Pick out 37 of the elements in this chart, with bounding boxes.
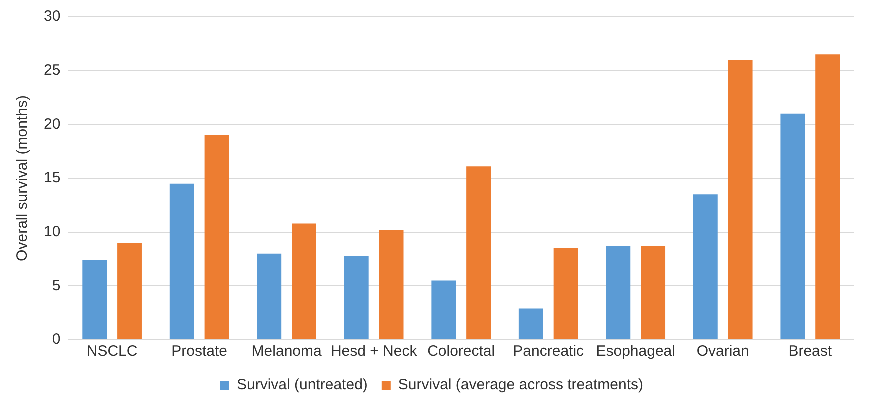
bar [780,114,806,340]
x-tick-label: NSCLC [86,343,138,360]
x-tick-label: Colorectal [428,343,496,360]
bar [816,54,840,340]
y-tick-label: 10 [44,223,61,240]
y-tick-label: 0 [52,331,61,348]
y-tick-label: 15 [44,170,61,187]
bar [606,246,631,340]
legend-label: Survival (untreated) [237,376,368,394]
bar [554,248,578,340]
bar [432,280,456,340]
bar [518,308,544,340]
bar [344,256,369,340]
bar [118,243,142,340]
x-tick-label: Esophageal [596,343,676,360]
y-tick-label: 5 [52,277,61,294]
bar [82,260,108,340]
bar [641,246,666,340]
x-tick-label: Melanoma [252,343,322,360]
bar [292,224,316,340]
legend-label: Survival (average across treatments) [398,376,644,394]
y-tick-label: 30 [44,8,61,26]
y-tick-label: 20 [44,116,61,133]
y-tick-label: 25 [44,62,61,79]
x-tick-label: Prostate [172,343,228,360]
x-tick-label: Breast [788,343,833,360]
bar [204,135,230,340]
bar [693,194,718,340]
x-tick-label: Ovarian [696,343,750,360]
y-axis-title: Overall survival (months) [14,96,32,262]
bar [728,60,753,340]
bar [170,184,194,340]
x-tick-label: Hesd + Neck [330,343,418,360]
bar [466,166,492,340]
x-tick-label: Pancreatic [513,343,585,360]
bar [257,254,282,340]
bar [379,230,404,340]
